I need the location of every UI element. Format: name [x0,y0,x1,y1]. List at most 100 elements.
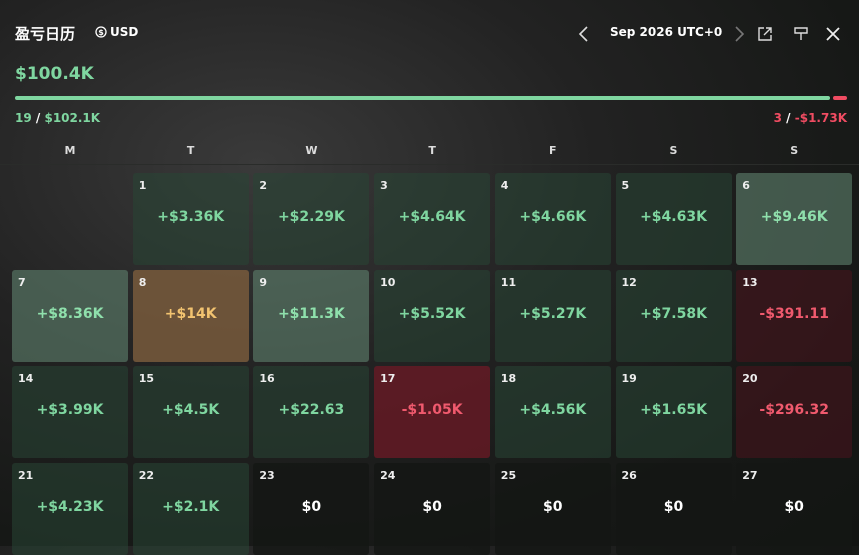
day-number: 4 [500,179,509,192]
day-cell[interactable]: 17 -$1.05K [374,366,491,459]
day-pnl: +$5.27K [519,305,587,322]
day-number: 5 [621,179,630,192]
day-cell[interactable]: 26 $0 [615,463,732,555]
day-pnl: +$4.63K [640,209,707,225]
title: 盈亏日历 [15,25,76,43]
day-cell[interactable]: 16 +$22.63 [253,366,370,459]
day-cell[interactable]: 11 +$5.27K [494,269,611,362]
day-cell[interactable]: 25 $0 [494,463,611,555]
day-pnl: $0 [663,499,684,516]
day-cell[interactable]: 8 +$14K [132,269,249,362]
day-cell[interactable]: 10 +$5.52K [374,269,491,362]
day-pnl: +$1.65K [640,402,707,419]
day-cell[interactable]: 12 +$7.58K [615,269,732,362]
svg-text:$: $ [98,28,104,37]
day-pnl: $0 [784,499,804,516]
day-number: 27 [742,469,758,483]
day-number: 2 [259,179,268,192]
day-number: 12 [621,275,637,289]
loss-stat: 3 / -$1.73K [774,111,847,125]
day-cell[interactable]: 9 +$11.3K [253,269,370,362]
day-pnl: $0 [422,499,442,516]
day-cell[interactable]: 24 $0 [374,463,491,555]
day-cell[interactable]: 5 +$4.63K [615,173,732,265]
day-pnl: -$1.05K [401,402,463,419]
day-pnl: +$9.46K [760,209,828,225]
day-number: 23 [259,469,275,483]
day-cell[interactable]: 4 +$4.66K [494,173,611,265]
day-number: 17 [380,372,396,386]
next-month[interactable] [732,25,746,43]
day-pnl: $0 [543,499,563,516]
day-cell[interactable]: 6 +$9.46K [736,173,853,265]
day-pnl: +$4.64K [398,209,466,225]
day-cell[interactable]: 20 -$296.32 [736,366,853,459]
day-cell[interactable]: 18 +$4.56K [494,366,611,459]
day-cell[interactable]: 14 +$3.99K [12,366,128,459]
day-number: 11 [500,275,517,289]
day-cell[interactable]: 19 +$1.65K [615,366,732,459]
currency-icon: $ [95,26,107,38]
day-cell[interactable]: 15 +$4.5K [132,366,249,459]
day-pnl: +$2.29K [277,209,345,225]
day-cell[interactable]: 3 +$4.64K [374,173,491,265]
day-pnl: +$4.5K [162,402,220,419]
day-pnl: +$3.36K [157,209,225,225]
weekday: F [549,144,557,157]
day-number: 15 [138,372,154,386]
day-pnl: +$22.63 [278,402,345,419]
day-pnl: +$11.3K [277,305,345,322]
day-cell[interactable]: 22 +$2.1K [132,463,249,555]
weekday: S [790,144,799,157]
day-number: 10 [380,275,396,289]
day-number: 14 [18,372,34,386]
day-number: 8 [138,275,147,289]
weekday: W [305,144,318,157]
day-number: 24 [380,469,396,483]
total-pnl: $100.4K [15,64,94,84]
day-cell[interactable]: 13 -$391.11 [736,269,853,362]
prev-month[interactable] [577,25,591,43]
day-cell[interactable]: 7 +$8.36K [12,269,128,362]
day-number: 7 [18,275,26,289]
day-number: 26 [621,469,637,483]
day-cell[interactable]: 23 $0 [253,463,370,555]
day-pnl: +$3.99K [36,402,104,419]
day-pnl: +$4.66K [519,209,587,225]
win-days: 19 [15,111,32,125]
day-number: 13 [742,275,758,289]
open-external[interactable] [757,26,773,42]
day-number: 25 [500,469,517,483]
win-total: $102.1K [44,111,101,125]
currency-label: USD [110,25,139,39]
pin[interactable] [793,26,809,42]
day-pnl: +$4.23K [36,499,104,516]
divider [0,164,859,165]
day-pnl: +$8.36K [36,305,104,322]
day-pnl: +$14K [164,305,217,322]
day-number: 18 [500,372,517,386]
day-number: 20 [742,372,758,386]
day-cell[interactable]: 2 +$2.29K [253,173,370,265]
day-number: 3 [380,179,388,192]
loss-total: -$1.73K [794,111,847,125]
loss-days: 3 [773,111,782,125]
currency[interactable]: $ USD [95,25,138,39]
day-pnl: -$391.11 [759,305,829,322]
weekday: T [186,144,195,157]
day-cell[interactable]: 21 +$4.23K [12,463,128,555]
day-number: 21 [18,469,34,483]
weekday: S [669,144,678,157]
loss-bar [833,96,847,100]
close[interactable] [825,26,841,42]
day-pnl: $0 [301,499,322,516]
win-bar [15,96,830,100]
day-number: 22 [138,469,154,483]
day-cell[interactable]: 27 $0 [736,463,853,555]
day-number: 1 [138,179,147,192]
day-pnl: -$296.32 [759,402,829,419]
period: Sep 2026 UTC+0 [610,25,723,39]
separator: / [35,111,41,125]
day-cell[interactable]: 1 +$3.36K [132,173,249,265]
